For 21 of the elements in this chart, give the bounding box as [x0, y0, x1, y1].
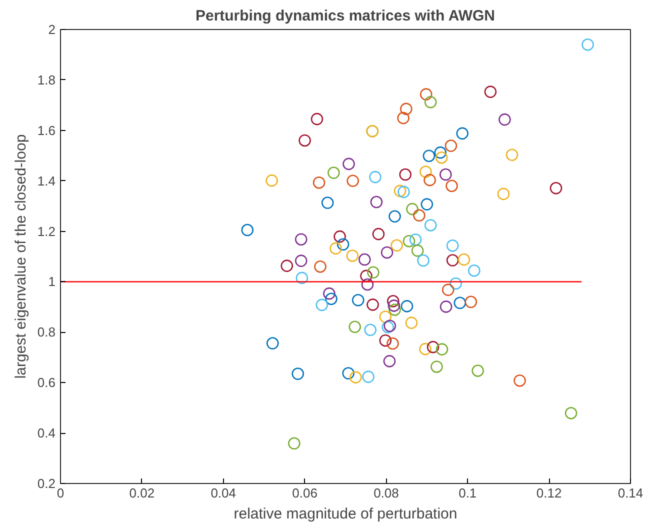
y-tick-label: 1.2	[37, 224, 56, 239]
y-tick-label: 1	[48, 274, 56, 290]
x-tick-label: 0.12	[536, 486, 562, 500]
x-tick-label: 0.1	[458, 486, 477, 500]
y-tick-label: 1.6	[37, 122, 56, 138]
y-tick-label: 0.4	[37, 426, 56, 441]
x-tick-label: 0	[56, 486, 64, 500]
x-axis-title: relative magnitude of perturbation	[234, 506, 458, 522]
y-tick-label: 0.6	[37, 375, 56, 390]
y-tick-label: 1.8	[37, 72, 56, 88]
x-tick-label: 0.08	[374, 486, 399, 500]
y-tick-label: 2	[48, 22, 56, 37]
x-tick-label: 0.06	[292, 486, 318, 500]
y-axis-title: largest eigenvalue of the closed-loop	[12, 134, 30, 379]
y-tick-label: 0.8	[37, 324, 56, 340]
y-tick-label: 1.4	[37, 173, 56, 188]
x-tick-label: 0.14	[618, 486, 644, 500]
x-tick-label: 0.02	[129, 486, 155, 500]
y-tick-label: 0.2	[37, 476, 56, 491]
chart-title: Perturbing dynamics matrices with AWGN	[195, 8, 495, 24]
x-tick-label: 0.04	[210, 486, 236, 500]
